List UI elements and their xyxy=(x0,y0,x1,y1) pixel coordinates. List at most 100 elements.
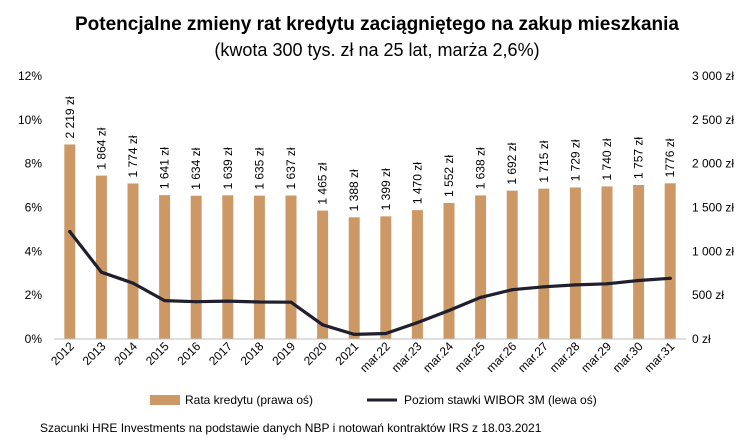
x-axis-tick-label: mar.31 xyxy=(641,339,677,375)
left-axis-tick-label: 6% xyxy=(25,201,43,215)
bar-data-label: 1 692 zł xyxy=(505,142,519,184)
x-axis-tick-label: 2013 xyxy=(80,339,109,368)
chart-title: Potencjalne zmieny rat kredytu zaciągnię… xyxy=(75,14,679,35)
line-point xyxy=(573,283,578,287)
bar-data-label: 1 864 zł xyxy=(94,127,108,169)
line-point xyxy=(479,295,483,299)
bar xyxy=(475,195,487,339)
bar-data-label: 1 399 zł xyxy=(379,168,393,210)
line-point xyxy=(226,299,230,303)
line-point xyxy=(131,281,135,285)
left-axis-tick-label: 4% xyxy=(25,244,43,258)
bar xyxy=(64,144,76,339)
bar xyxy=(506,190,518,339)
left-axis-tick-label: 10% xyxy=(18,113,42,127)
bar xyxy=(538,188,550,339)
x-axis-tick-label: 2018 xyxy=(238,339,267,368)
bar xyxy=(664,183,676,339)
source-note: Szacunki HRE Investments na podstawie da… xyxy=(40,421,542,435)
bar-data-label: 1 641 zł xyxy=(158,147,172,189)
x-axis-tick-label: mar.22 xyxy=(357,339,393,375)
left-axis-tick-label: 8% xyxy=(25,157,43,171)
bar-data-label: 1 465 zł xyxy=(316,162,330,204)
x-axis-tick-label: 2021 xyxy=(333,339,362,368)
x-axis-tick-label: mar.25 xyxy=(452,339,488,375)
x-axis-tick-label: 2020 xyxy=(301,339,330,368)
line-point xyxy=(99,270,103,274)
bar-data-label: 1 635 zł xyxy=(252,147,266,189)
right-axis: 0 zł 500 zł 1 000 zł 1 500 zł 2 000 zł 2 500 … xyxy=(692,69,734,346)
bar xyxy=(159,195,171,339)
right-axis-tick-label: 0 zł xyxy=(692,332,711,346)
x-axis-tick-label: mar.27 xyxy=(515,339,551,375)
line-point xyxy=(194,300,198,304)
bar xyxy=(317,210,329,339)
x-axis-tick-label: 2014 xyxy=(111,339,140,368)
bar-data-labels: 2 219 zł 1 864 zł 1 774 zł 1 641 zł 1 634 zł… xyxy=(63,96,677,211)
bar-data-label: 1 774 zł xyxy=(126,135,140,177)
line-point xyxy=(605,282,609,286)
line-point xyxy=(510,288,514,292)
wibor-line xyxy=(68,230,672,336)
right-axis-tick-label: 2 000 zł xyxy=(692,157,734,171)
legend-bar-swatch xyxy=(150,395,180,405)
line-point xyxy=(289,300,293,304)
line-point xyxy=(352,332,356,336)
bar-data-label: 1 637 zł xyxy=(284,147,298,189)
x-axis-tick-label: mar.24 xyxy=(420,339,456,375)
bar-data-label: 1 715 zł xyxy=(537,140,551,182)
x-axis-tick-label: mar.30 xyxy=(610,339,646,375)
line-point xyxy=(68,230,72,234)
line-point xyxy=(415,320,419,325)
bar-data-label: 1 757 zł xyxy=(632,137,646,179)
bar-data-label: 1 639 zł xyxy=(221,147,235,189)
line-point xyxy=(542,285,546,289)
legend: Rata kredytu (prawa oś) Poziom stawki WI… xyxy=(150,393,597,407)
bar xyxy=(569,187,581,339)
bar-data-label: 1 552 zł xyxy=(442,155,456,197)
bar xyxy=(127,183,139,339)
bar xyxy=(443,202,455,339)
x-axis-tick-label: mar.23 xyxy=(389,339,425,375)
bar xyxy=(222,195,234,339)
line-series xyxy=(68,230,672,336)
x-axis-tick-label: 2016 xyxy=(175,339,204,368)
bar-series xyxy=(64,144,676,339)
right-axis-tick-label: 2 500 zł xyxy=(692,113,734,127)
line-point xyxy=(384,331,388,336)
left-axis-tick-label: 12% xyxy=(18,69,42,83)
bar-data-label: 1776 zł xyxy=(663,138,677,177)
bar-data-label: 1 470 zł xyxy=(410,162,424,204)
line-point xyxy=(257,300,261,304)
bar xyxy=(348,217,360,339)
bar-data-label: 2 219 zł xyxy=(63,96,77,138)
x-axis-tick-label: mar.29 xyxy=(578,339,614,375)
line-point xyxy=(668,276,672,280)
line-point xyxy=(447,308,451,313)
left-axis: 0% 2% 4% 6% 8% 10% 12% xyxy=(18,69,42,346)
bar xyxy=(633,184,645,339)
left-axis-tick-label: 0% xyxy=(25,332,43,346)
right-axis-tick-label: 1 000 zł xyxy=(692,244,734,258)
x-axis-tick-label: 2015 xyxy=(143,339,172,368)
line-point xyxy=(637,278,641,283)
bar xyxy=(380,216,392,339)
bar-data-label: 1 729 zł xyxy=(568,139,582,181)
right-axis-tick-label: 500 zł xyxy=(692,288,724,302)
line-point xyxy=(321,323,325,327)
x-axis-ticks: 2012 2013 2014 2015 2016 2017 2018 2019 2020 2021… xyxy=(48,339,677,375)
bar-data-label: 1 638 zł xyxy=(474,147,488,189)
bar xyxy=(411,210,423,339)
right-axis-tick-label: 3 000 zł xyxy=(692,69,734,83)
x-axis-tick-label: 2012 xyxy=(48,339,77,368)
x-axis-tick-label: mar.28 xyxy=(547,339,583,375)
chart-subtitle: (kwota 300 tys. zł na 25 lat, marża 2,6%… xyxy=(214,40,539,60)
bar-data-label: 1 634 zł xyxy=(189,147,203,189)
legend-line-label: Poziom stawki WIBOR 3M (lewa oś) xyxy=(404,393,597,407)
bar xyxy=(95,175,107,339)
x-axis-tick-label: 2017 xyxy=(206,339,235,368)
bar xyxy=(190,195,202,339)
right-axis-tick-label: 1 500 zł xyxy=(692,201,734,215)
bar xyxy=(601,186,613,339)
